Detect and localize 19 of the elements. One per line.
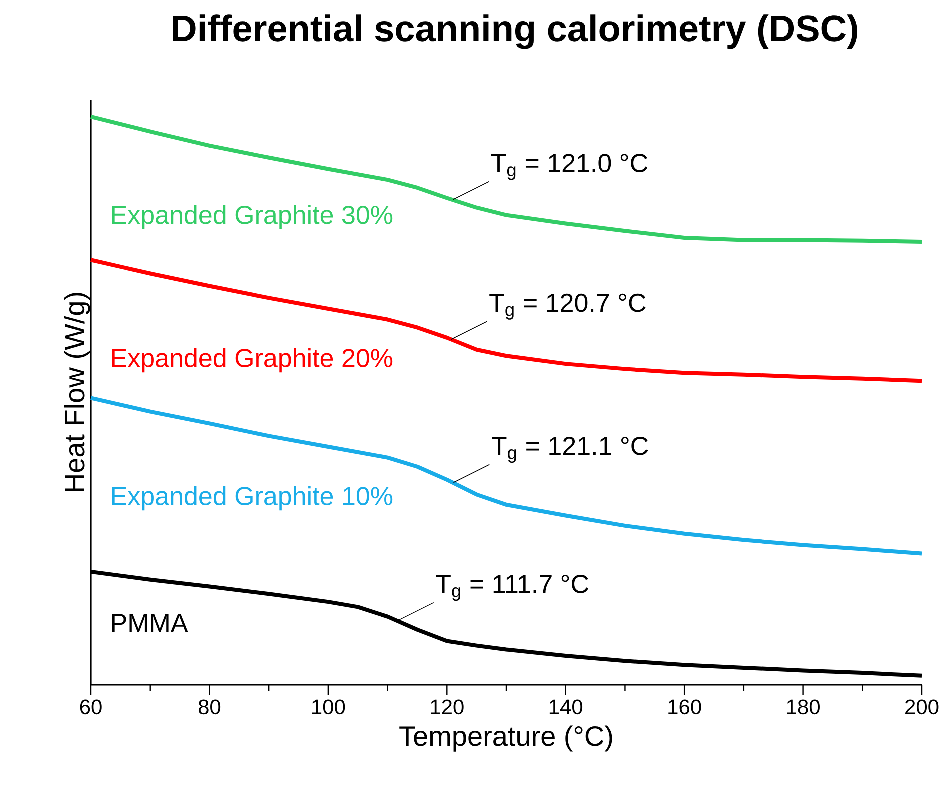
x-tick-label: 60 (80, 700, 102, 715)
x-tick-label: 160 (668, 700, 702, 715)
x-tick-label: 100 (312, 700, 346, 715)
annotation: T$_{g}$ = 121.0 °C (491, 154, 648, 180)
x-tick-label: 80 (198, 700, 221, 715)
x-tick-label: 140 (550, 700, 583, 715)
chart-title: Differential scanning calorimetry (DSC) (173, 14, 858, 50)
series-label: PMMA (112, 614, 188, 632)
x-axis-title: Temperature (°C) (400, 726, 612, 752)
x-tick-label: 180 (787, 700, 820, 715)
annotation: T$_{g}$ = 121.1 °C (492, 436, 648, 464)
annotation: T$_{g}$ = 120.7 °C (490, 294, 646, 320)
series-label: Expanded Graphite 10% (112, 486, 393, 511)
y-axis-title: Heat Flow (W/g) (64, 293, 90, 492)
x-tick-label: 200 (906, 700, 939, 715)
annotation: T$_{g}$ = 111.7 °C (436, 574, 589, 602)
x-tick-label: 120 (431, 700, 464, 715)
series-label: Expanded Graphite 20% (112, 348, 393, 373)
series-label: Expanded Graphite 30% (112, 205, 393, 230)
